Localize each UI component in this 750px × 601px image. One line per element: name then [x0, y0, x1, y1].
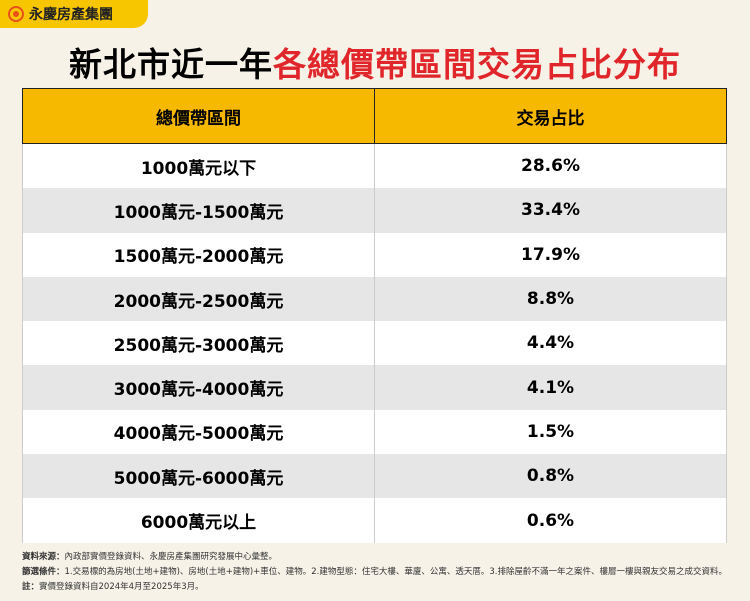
share-cell: 33.4% [374, 188, 727, 233]
title-black: 新北市近一年 [69, 45, 273, 84]
column-header: 交易占比 [374, 88, 727, 144]
data-table: 總價帶區間 交易占比 1000萬元以下 28.6% 1000萬元-1500萬元 33.4%… [22, 88, 727, 543]
share-cell: 17.9% [374, 232, 727, 277]
note-label: 資料來源： [22, 552, 65, 562]
table-row: 1000萬元以下 28.6% [22, 143, 727, 189]
note-text: 內政部實價登錄資料、永慶房產集團研究發展中心彙整。 [64, 552, 278, 562]
note-label: 篩選條件： [22, 567, 65, 577]
note-line: 註：實價登錄資料自2024年4月至2025年3月。 [22, 580, 732, 595]
share-cell: 28.6% [374, 143, 727, 189]
range-cell: 1000萬元-1500萬元 [22, 188, 375, 233]
note-line: 資料來源：內政部實價登錄資料、永慶房產集團研究發展中心彙整。 [22, 550, 732, 565]
range-cell: 5000萬元-6000萬元 [22, 454, 375, 499]
header-row: 總價帶區間 交易占比 [22, 88, 727, 144]
share-cell: 0.6% [374, 498, 727, 543]
range-cell: 1000萬元以下 [22, 143, 375, 189]
range-cell: 6000萬元以上 [22, 498, 375, 543]
footnotes: 資料來源：內政部實價登錄資料、永慶房產集團研究發展中心彙整。 篩選條件：1.交易標… [22, 550, 732, 595]
range-cell: 2000萬元-2500萬元 [22, 276, 375, 322]
column-header: 總價帶區間 [22, 88, 375, 144]
title-red: 各總價帶區間交易占比分布 [273, 45, 681, 84]
share-cell: 0.8% [374, 454, 727, 499]
share-cell: 4.1% [374, 365, 727, 410]
table-row: 5000萬元-6000萬元 0.8% [22, 454, 727, 499]
share-cell: 4.4% [374, 321, 727, 366]
share-cell: 1.5% [374, 409, 727, 455]
brand-tab: 永慶房產集團 [0, 0, 148, 28]
table-row: 1500萬元-2000萬元 17.9% [22, 232, 727, 277]
table-row: 6000萬元以上 0.6% [22, 498, 727, 543]
logo [8, 6, 24, 22]
title: 新北市近一年各總價帶區間交易占比分布 [0, 38, 750, 86]
table-row: 2000萬元-2500萬元 8.8% [22, 276, 727, 322]
table-row: 4000萬元-5000萬元 1.5% [22, 409, 727, 455]
note-label: 註： [22, 582, 40, 592]
table-row: 1000萬元-1500萬元 33.4% [22, 188, 727, 233]
share-cell: 8.8% [374, 276, 727, 322]
brand-name: 永慶房產集團 [29, 7, 113, 23]
range-cell: 4000萬元-5000萬元 [22, 409, 375, 455]
table-row: 2500萬元-3000萬元 4.4% [22, 321, 727, 366]
note-text: 實價登錄資料自2024年4月至2025年3月。 [39, 582, 204, 592]
range-cell: 1500萬元-2000萬元 [22, 232, 375, 277]
range-cell: 2500萬元-3000萬元 [22, 321, 375, 366]
note-line: 篩選條件：1.交易標的為房地(土地+建物)、房地(土地+建物)+車位、建物。2.… [22, 565, 732, 580]
note-text: 1.交易標的為房地(土地+建物)、房地(土地+建物)+車位、建物。2.建物型態：… [64, 567, 727, 577]
range-cell: 3000萬元-4000萬元 [22, 365, 375, 410]
table-row: 3000萬元-4000萬元 4.1% [22, 365, 727, 410]
